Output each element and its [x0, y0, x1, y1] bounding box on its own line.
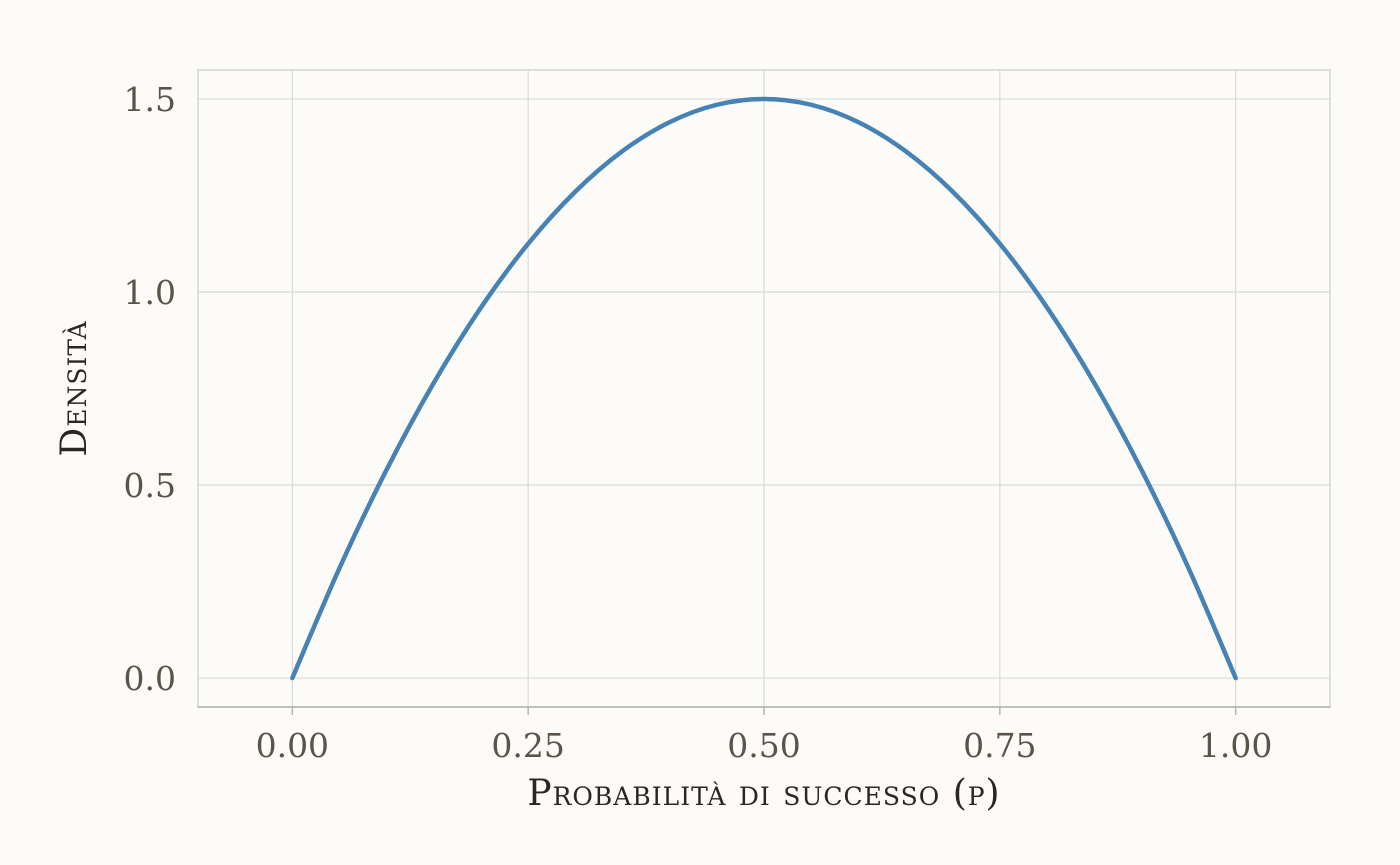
density-curve-line: [290, 96, 1238, 681]
series-group: [290, 96, 1238, 681]
y-tick-label: 0.5: [124, 466, 176, 505]
y-tick-label: 0.0: [124, 659, 176, 698]
x-tick-label: 1.00: [1199, 726, 1272, 765]
x-tick-label: 0.25: [491, 726, 564, 765]
x-axis-ticks: 0.00 0.25 0.50 0.75 1.00: [256, 707, 1272, 765]
x-tick-label: 0.00: [256, 726, 329, 765]
x-tick-label: 0.50: [727, 726, 800, 765]
y-axis-ticks: 0.0 0.5 1.0 1.5: [124, 80, 176, 698]
vertical-gridlines: [291, 70, 1237, 707]
x-tick-label: 0.75: [963, 726, 1036, 765]
y-tick-label: 1.5: [124, 80, 176, 119]
x-axis-title: Probabilità di successo (p): [527, 773, 1000, 814]
y-tick-label: 1.0: [124, 273, 176, 312]
y-axis-title: Densità: [54, 320, 95, 456]
